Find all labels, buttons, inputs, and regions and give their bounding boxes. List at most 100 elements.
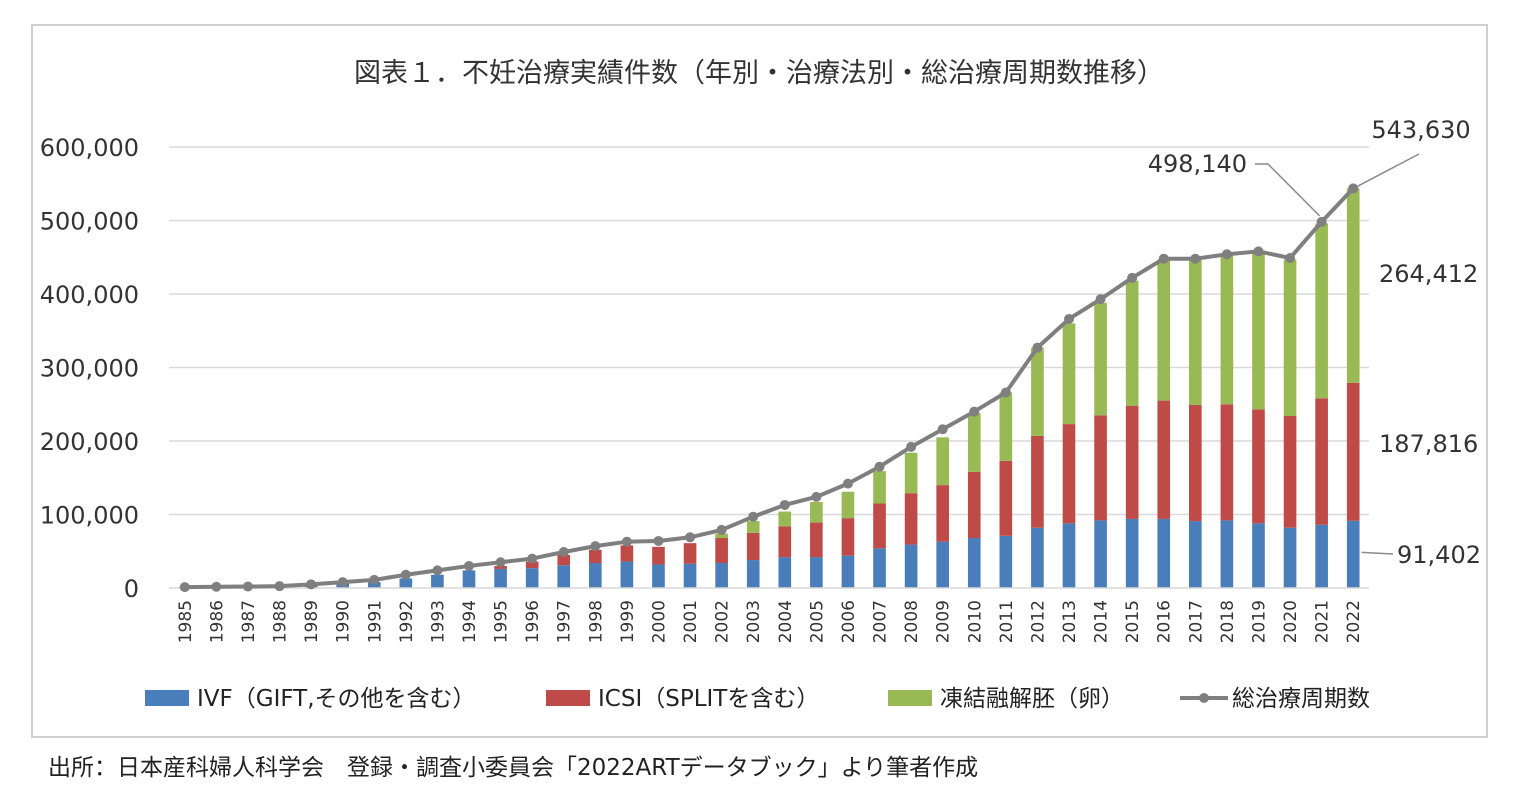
ivf-bar bbox=[967, 538, 981, 588]
total-marker bbox=[1221, 249, 1232, 260]
x-tick-label: 2001 bbox=[681, 600, 701, 643]
ivf-bar bbox=[557, 565, 571, 588]
icsi-bar bbox=[1252, 409, 1265, 524]
y-tick-label: 0 bbox=[124, 575, 139, 603]
y-tick-label: 400,000 bbox=[40, 281, 139, 309]
annotation-leader bbox=[1255, 163, 1321, 217]
icsi-bar bbox=[1283, 416, 1297, 528]
total-marker bbox=[874, 461, 885, 472]
icsi-bar bbox=[1346, 382, 1360, 521]
chart-title: 図表１．不妊治療実績件数（年別・治療法別・総治療周期数推移） bbox=[354, 58, 1164, 89]
ivf-bar bbox=[873, 548, 886, 588]
ivf-bar bbox=[462, 570, 476, 588]
icsi-bar bbox=[1189, 404, 1202, 522]
icsi-bar bbox=[873, 503, 886, 549]
ivf-bar bbox=[778, 557, 792, 588]
frozen-bar bbox=[967, 413, 981, 472]
ivf-bar bbox=[1315, 524, 1328, 588]
annotation-leader bbox=[1356, 153, 1420, 188]
frozen-bar bbox=[936, 437, 949, 486]
x-tick-label: 2020 bbox=[1281, 600, 1301, 643]
annotation-leader bbox=[1361, 551, 1394, 555]
ivf-bar bbox=[652, 564, 665, 588]
icsi-bar bbox=[904, 493, 918, 545]
total-marker bbox=[432, 565, 443, 576]
x-tick-label: 2003 bbox=[744, 600, 764, 643]
ivf-bar bbox=[904, 544, 918, 588]
frozen-bar bbox=[1315, 223, 1328, 399]
total-line bbox=[179, 183, 1359, 593]
icsi-bar bbox=[967, 471, 981, 539]
icsi-bar bbox=[778, 526, 792, 558]
ivf-bar bbox=[683, 563, 697, 588]
icsi-bar bbox=[494, 565, 507, 569]
y-axis-ticks: 0 100,000 200,000 300,000 400,000 500,000 600,… bbox=[40, 134, 139, 603]
ivf-bar bbox=[1094, 520, 1107, 588]
ivf-bar bbox=[431, 574, 444, 588]
ivf-bar bbox=[620, 561, 634, 588]
total-marker bbox=[1190, 253, 1201, 264]
frozen-bar bbox=[1283, 259, 1297, 417]
total-marker bbox=[1032, 342, 1043, 353]
ivf-bar bbox=[399, 578, 413, 588]
ivf-bar bbox=[1157, 518, 1171, 588]
total-marker bbox=[337, 577, 348, 588]
total-marker bbox=[179, 582, 190, 593]
total-marker bbox=[1000, 387, 1011, 398]
ivf-bar bbox=[1189, 521, 1202, 588]
total-marker bbox=[621, 536, 632, 547]
total-series-line bbox=[184, 187, 1355, 590]
legend-label: ICSI（SPLITを含む） bbox=[598, 686, 819, 712]
total-marker bbox=[685, 532, 696, 543]
total-marker bbox=[400, 569, 411, 580]
ivf-bar bbox=[1346, 520, 1360, 588]
legend-label: 凍結融解胚（卵） bbox=[940, 686, 1124, 712]
frozen-bar bbox=[1346, 188, 1360, 383]
x-tick-label: 2008 bbox=[902, 600, 922, 643]
x-tick-label: 1997 bbox=[555, 600, 575, 643]
x-tick-label: 2017 bbox=[1186, 600, 1206, 643]
legend-swatch bbox=[145, 690, 189, 706]
frozen-bar bbox=[1220, 255, 1234, 405]
ivf-bar bbox=[810, 557, 823, 588]
x-tick-label: 2005 bbox=[807, 600, 827, 643]
ivf-bar bbox=[1062, 523, 1076, 588]
frozen-bar bbox=[1157, 259, 1171, 401]
icsi-bar bbox=[1220, 404, 1234, 521]
frozen-bar bbox=[1125, 280, 1139, 406]
icsi-bar bbox=[999, 460, 1013, 536]
frozen-bar bbox=[746, 521, 760, 533]
legend-marker bbox=[1199, 693, 1209, 703]
x-tick-label: 1993 bbox=[428, 600, 448, 643]
y-tick-label: 100,000 bbox=[40, 502, 139, 530]
ivf-bar bbox=[1252, 523, 1265, 588]
legend-frozen: 凍結融解胚（卵） bbox=[888, 686, 1124, 712]
icsi-bar bbox=[557, 554, 571, 566]
total-marker bbox=[464, 560, 474, 571]
total-marker bbox=[1285, 252, 1296, 263]
ivf-bar bbox=[1220, 520, 1234, 588]
x-tick-label: 1990 bbox=[334, 600, 354, 643]
icsi-bar bbox=[1315, 398, 1328, 525]
x-tick-label: 2013 bbox=[1060, 600, 1080, 643]
ivf-bar bbox=[367, 582, 381, 588]
icsi-bar bbox=[841, 518, 855, 556]
frozen-bar bbox=[873, 471, 886, 504]
annotation-label: 91,402 bbox=[1397, 541, 1481, 569]
ivf-bar bbox=[1125, 518, 1139, 588]
total-marker bbox=[779, 499, 790, 510]
x-tick-label: 2014 bbox=[1092, 600, 1112, 643]
frozen-bar bbox=[1031, 347, 1044, 436]
x-tick-label: 2007 bbox=[871, 600, 891, 643]
legend-swatch bbox=[888, 690, 932, 706]
frozen-bar bbox=[810, 502, 823, 523]
x-tick-label: 2021 bbox=[1313, 600, 1333, 643]
x-tick-label: 2000 bbox=[649, 600, 669, 643]
x-tick-label: 2015 bbox=[1123, 600, 1143, 643]
total-marker bbox=[369, 574, 380, 585]
icsi-bar bbox=[1031, 435, 1044, 528]
total-marker bbox=[716, 524, 727, 535]
total-marker bbox=[1348, 183, 1359, 194]
frozen-bar bbox=[1094, 302, 1107, 416]
icsi-bar bbox=[683, 543, 697, 564]
